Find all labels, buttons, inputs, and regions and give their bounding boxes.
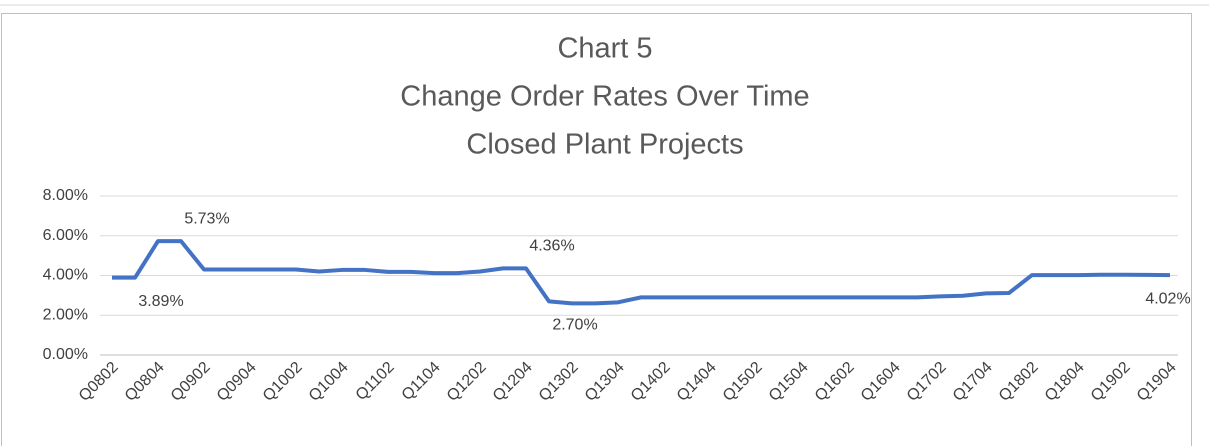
x-tick-label: Q1604 [858, 359, 904, 405]
x-tick-label: Q0904 [214, 359, 260, 405]
chart-title: Closed Plant Projects [466, 129, 743, 161]
x-tick-label: Q1904 [1134, 359, 1180, 405]
x-tick-label: Q1104 [399, 359, 444, 404]
x-tick-label: Q1602 [812, 359, 858, 405]
chart-frame [1, 13, 1192, 446]
x-tick-label: Q1702 [904, 359, 950, 405]
data-line [112, 239, 1171, 306]
chart-title: Chart 5 [557, 33, 652, 65]
x-tick-label: Q1302 [536, 359, 582, 405]
y-tick-label: 6.00% [43, 227, 88, 244]
x-tick-label: Q1704 [950, 359, 996, 405]
x-tick-label: Q1402 [628, 359, 674, 405]
x-tick-label: Q0802 [76, 359, 122, 405]
x-tick-label: Q1502 [720, 359, 766, 405]
x-tick-label: Q1102 [353, 359, 398, 404]
data-label: 3.89% [138, 293, 183, 310]
y-tick-label: 2.00% [43, 306, 88, 323]
data-label: 2.70% [552, 317, 597, 334]
x-tick-label: Q1504 [766, 359, 812, 405]
x-tick-label: Q0804 [122, 359, 168, 405]
x-tick-label: Q1404 [674, 359, 720, 405]
y-tick-label: 0.00% [43, 346, 88, 363]
x-tick-label: Q1304 [582, 359, 628, 405]
x-tick-label: Q1902 [1088, 359, 1134, 405]
y-tick-label: 8.00% [43, 187, 88, 204]
y-tick-label: 4.00% [43, 267, 88, 284]
x-tick-label: Q0902 [168, 359, 214, 405]
x-tick-label: Q1004 [306, 359, 352, 405]
data-label: 5.73% [184, 210, 229, 227]
x-tick-label: Q1204 [490, 359, 536, 405]
data-label: 4.36% [529, 238, 574, 255]
chart-title: Change Order Rates Over Time [400, 81, 809, 113]
x-tick-label: Q1802 [996, 359, 1042, 405]
x-tick-label: Q1002 [260, 359, 306, 405]
x-tick-label: Q1804 [1042, 359, 1088, 405]
x-tick-label: Q1202 [444, 359, 490, 405]
data-label: 4.02% [1145, 290, 1190, 307]
